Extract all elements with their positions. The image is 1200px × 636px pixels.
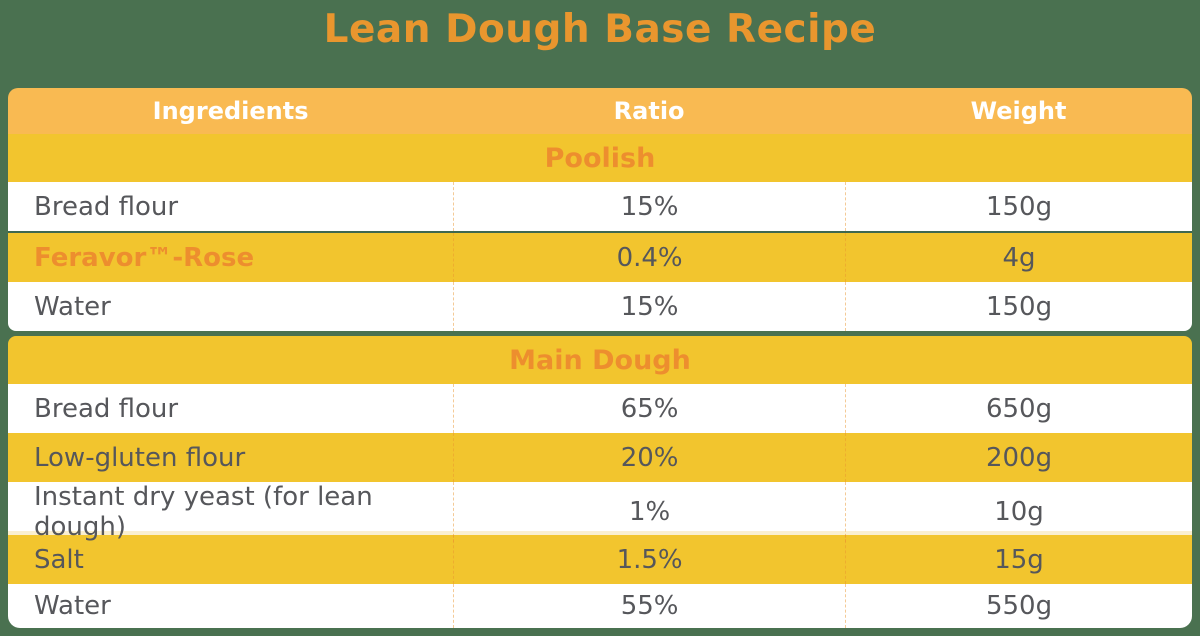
ingredient-cell: Water bbox=[34, 591, 111, 621]
ratio-cell: 1% bbox=[453, 482, 845, 542]
section-label: Poolish bbox=[544, 142, 656, 174]
ratio-cell: 20% bbox=[453, 433, 845, 482]
ingredient-cell: Feravor™-Rose bbox=[34, 242, 255, 273]
section-header-main-dough: Main Dough bbox=[8, 336, 1192, 384]
recipe-table: Ingredients Ratio Weight Poolish Bread f… bbox=[8, 88, 1192, 628]
table-row: Water 15% 150g bbox=[8, 282, 1192, 331]
weight-cell: 550g bbox=[845, 584, 1192, 628]
weight-cell: 150g bbox=[845, 282, 1192, 331]
ratio-cell: 65% bbox=[453, 384, 845, 433]
column-header-weight: Weight bbox=[970, 97, 1067, 125]
ingredient-cell: Low-gluten flour bbox=[34, 442, 246, 473]
table-row: Salt 1.5% 15g bbox=[8, 531, 1192, 584]
ingredient-cell: Instant dry yeast (for lean dough) bbox=[34, 482, 373, 542]
ratio-cell: 1.5% bbox=[453, 535, 845, 584]
poolish-block: Ingredients Ratio Weight Poolish Bread f… bbox=[8, 88, 1192, 331]
section-label: Main Dough bbox=[509, 344, 691, 376]
weight-cell: 10g bbox=[845, 482, 1192, 542]
ratio-cell: 15% bbox=[453, 182, 845, 231]
table-row: Bread flour 15% 150g bbox=[8, 182, 1192, 231]
page-title: Lean Dough Base Recipe bbox=[323, 7, 877, 52]
weight-cell: 200g bbox=[845, 433, 1192, 482]
ingredient-cell: Water bbox=[34, 291, 111, 322]
ingredient-cell: Salt bbox=[34, 544, 84, 575]
ratio-cell: 15% bbox=[453, 282, 845, 331]
weight-cell: 150g bbox=[845, 182, 1192, 231]
table-row: Low-gluten flour 20% 200g bbox=[8, 433, 1192, 482]
main-dough-block: Main Dough Bread flour 65% 650g Low-glut… bbox=[8, 336, 1192, 628]
title-bar: Lean Dough Base Recipe bbox=[0, 0, 1200, 88]
table-row: Instant dry yeast (for lean dough) 1% 10… bbox=[8, 482, 1192, 542]
ingredient-cell: Bread flour bbox=[34, 191, 179, 222]
ratio-cell: 0.4% bbox=[453, 233, 845, 282]
weight-cell: 4g bbox=[845, 233, 1192, 282]
section-header-poolish: Poolish bbox=[8, 134, 1192, 182]
table-row: Water 55% 550g bbox=[8, 584, 1192, 628]
column-header-ingredients: Ingredients bbox=[152, 97, 309, 125]
ratio-cell: 55% bbox=[453, 584, 845, 628]
weight-cell: 15g bbox=[845, 535, 1192, 584]
column-header-ratio: Ratio bbox=[613, 97, 685, 125]
weight-cell: 650g bbox=[845, 384, 1192, 433]
table-header-row: Ingredients Ratio Weight bbox=[8, 88, 1192, 134]
table-row: Bread flour 65% 650g bbox=[8, 384, 1192, 433]
table-row: Feravor™-Rose 0.4% 4g bbox=[8, 231, 1192, 282]
ingredient-cell: Bread flour bbox=[34, 393, 179, 424]
